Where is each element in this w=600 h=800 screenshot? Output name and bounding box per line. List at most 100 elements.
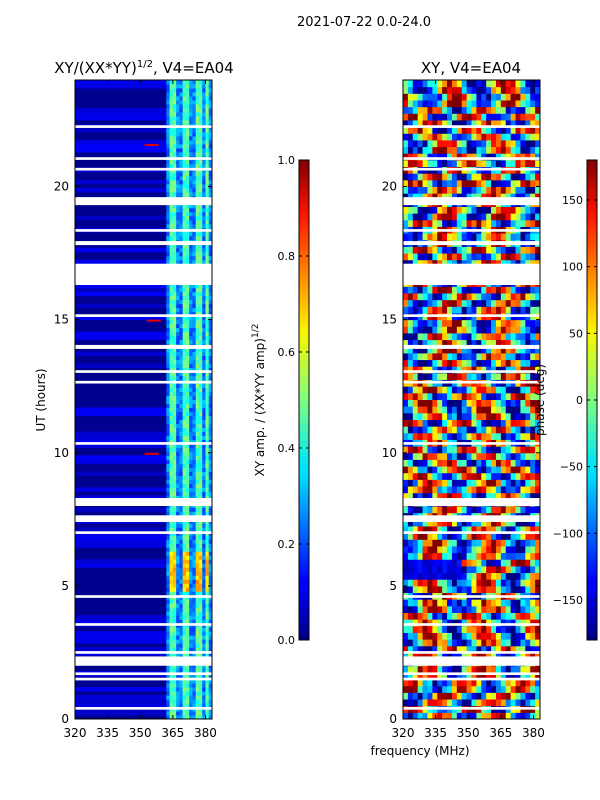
amplitude-cell: [166, 115, 171, 121]
amplitude-cell: [192, 219, 197, 225]
phase-cell: [476, 639, 482, 647]
amplitude-cell: [195, 219, 200, 225]
phase-cell: [422, 639, 428, 647]
amplitude-cell: [195, 583, 200, 588]
phase-cell: [471, 506, 477, 514]
phase-cell: [451, 106, 458, 114]
phase-cell: [500, 159, 507, 168]
phase-cell: [403, 126, 409, 134]
phase-cell: [442, 299, 448, 307]
amplitude-cell: [205, 87, 210, 93]
phase-cell: [466, 419, 472, 427]
amplitude-cell: [166, 183, 171, 189]
phase-cell: [520, 605, 526, 613]
phase-cell: [407, 519, 414, 527]
phase-cell: [466, 699, 472, 707]
amplitude-cell: [189, 319, 193, 325]
amplitude-cell: [205, 599, 210, 604]
amplitude-cell: [202, 291, 206, 297]
amplitude-cell: [182, 631, 187, 636]
phase-cell: [447, 119, 453, 128]
amplitude-cell: [202, 359, 206, 365]
amplitude-cell: [182, 451, 187, 456]
phase-cell: [486, 339, 492, 347]
amplitude-cell: [202, 80, 206, 85]
amplitude-cell: [195, 259, 200, 265]
phase-cell: [466, 386, 472, 394]
amplitude-cell: [208, 467, 212, 472]
amplitude-cell: [202, 287, 206, 293]
phase-cell: [447, 193, 453, 201]
amplitude-cell: [169, 191, 174, 197]
phase-cell: [407, 446, 414, 454]
phase-cell: [412, 525, 419, 534]
amplitude-cell: [185, 143, 190, 149]
phase-cell: [447, 299, 453, 307]
amplitude-cell: [192, 311, 197, 317]
amplitude-cell: [198, 243, 203, 249]
amplitude-cell: [185, 583, 190, 588]
amplitude-cell: [189, 399, 193, 404]
phase-cell: [486, 213, 492, 221]
amplitude-cell: [185, 399, 190, 404]
phase-cell: [447, 572, 453, 580]
phase-cell: [407, 466, 414, 474]
phase-cell: [432, 572, 438, 580]
phase-cell: [525, 699, 531, 707]
amplitude-cell: [176, 411, 180, 416]
phase-cell: [442, 579, 448, 587]
phase-cell: [412, 552, 419, 560]
phase-cell: [476, 679, 482, 687]
phase-cell: [515, 525, 521, 534]
phase-cell: [403, 339, 409, 347]
phase-cell: [422, 446, 428, 454]
amplitude-cell: [182, 575, 187, 580]
amplitude-cell: [182, 327, 187, 333]
amplitude-cell: [185, 375, 190, 381]
phase-cell: [491, 479, 497, 487]
amplitude-cell: [185, 131, 190, 137]
phase-cell: [510, 253, 517, 261]
phase-cell: [530, 213, 536, 221]
amplitude-cell: [185, 695, 190, 700]
amplitude-cell: [179, 459, 184, 464]
phase-cell: [520, 692, 526, 700]
phase-cell: [432, 372, 438, 381]
amplitude-cell: [182, 391, 187, 397]
x-tick-label: 335: [96, 726, 119, 740]
phase-cell: [525, 539, 531, 547]
phase-cell: [442, 486, 448, 494]
amplitude-cell: [172, 711, 177, 716]
amplitude-cell: [75, 695, 167, 700]
amplitude-cell: [198, 599, 203, 604]
phase-cell: [481, 306, 487, 314]
phase-cell: [422, 359, 428, 367]
phase-cell: [407, 472, 414, 480]
amplitude-cell: [195, 319, 200, 325]
phase-cell: [461, 133, 468, 141]
phase-cell: [525, 419, 531, 427]
phase-cell: [432, 486, 438, 494]
phase-cell: [432, 492, 438, 500]
amplitude-cell: [205, 203, 210, 209]
amplitude-cell: [202, 203, 206, 209]
phase-cell: [500, 585, 507, 594]
phase-cell: [525, 679, 531, 687]
phase-cell: [535, 525, 540, 534]
amplitude-cell: [208, 647, 212, 652]
amplitude-cell: [176, 207, 180, 213]
phase-cell: [525, 632, 531, 640]
phase-cell: [525, 326, 531, 334]
phase-cell: [432, 412, 438, 420]
amplitude-cell: [202, 607, 206, 612]
amplitude-cell: [198, 191, 203, 197]
phase-cell: [442, 539, 448, 547]
phase-cell: [530, 579, 536, 587]
amplitude-cell: [179, 471, 184, 476]
amplitude-cell: [189, 507, 193, 512]
phase-cell: [476, 406, 482, 414]
phase-cell: [505, 585, 512, 594]
amplitude-cell: [189, 207, 193, 213]
phase-cell: [525, 113, 531, 121]
amplitude-cell: [195, 159, 200, 165]
